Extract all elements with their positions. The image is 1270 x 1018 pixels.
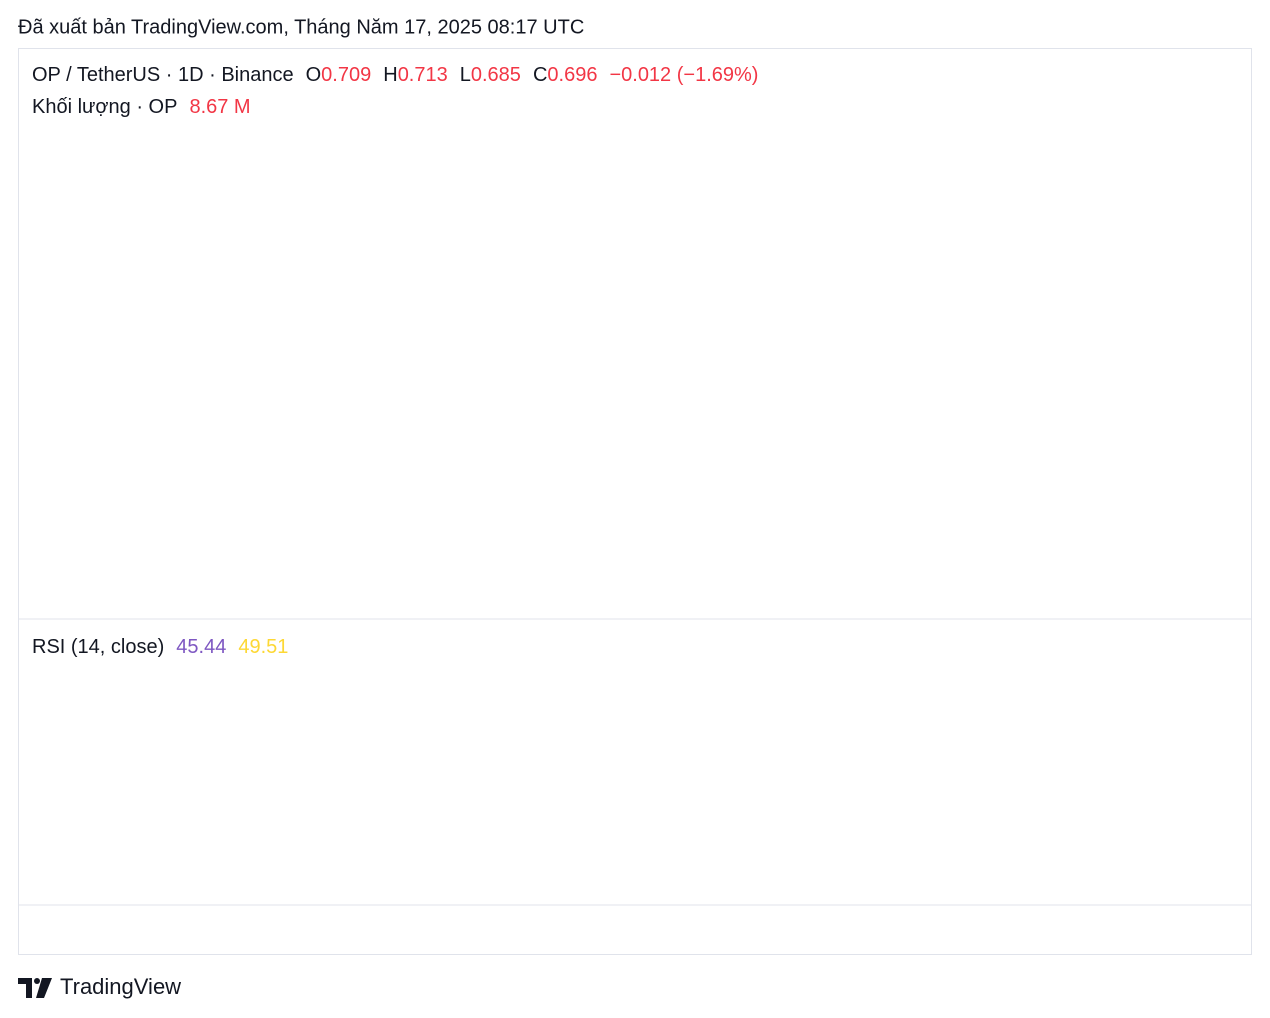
ohlc-key: L [459, 64, 471, 86]
ohlc-key: O [305, 64, 322, 86]
ohlc-key: C [532, 64, 548, 86]
change: −0.012 (−1.69%) [609, 64, 759, 86]
rsi-title: RSI (14, close) [32, 636, 165, 658]
published-note: Đã xuất bản TradingView.com, Tháng Năm 1… [18, 16, 584, 38]
main-legend: OP / TetherUS · 1D · Binance O 0.709 H 0.7… [32, 64, 758, 87]
rsi-value: 45.44 [176, 636, 227, 658]
tv-logo [18, 978, 52, 998]
rsi-legend: RSI (14, close) 45.44 49.51 [32, 636, 288, 659]
symbol: OP / TetherUS · 1D · Binance [32, 64, 294, 86]
volume-title: Khối lượng · OP [32, 96, 178, 118]
volume-value: 8.67 M [189, 96, 251, 118]
volume-legend: Khối lượng · OP 8.67 M [32, 96, 251, 119]
rsi-ma-value: 49.51 [238, 636, 289, 658]
open-value: 0.709 [321, 64, 372, 86]
ohlc-key: H [383, 64, 398, 86]
high-value: 0.713 [397, 64, 448, 86]
brand: TradingView [60, 974, 181, 999]
frame [18, 48, 1252, 955]
close-value: 0.696 [547, 64, 598, 86]
low-value: 0.685 [470, 64, 521, 86]
